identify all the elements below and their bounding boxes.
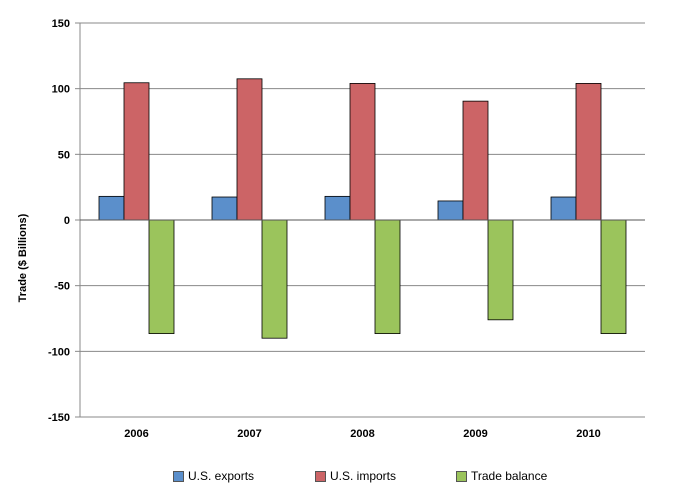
bar-exports-2009 bbox=[437, 200, 464, 221]
y-tick-label: 100 bbox=[52, 84, 70, 96]
x-tick-label: 2009 bbox=[463, 428, 487, 440]
y-tick-label: -150 bbox=[48, 412, 70, 424]
y-tick-label: 50 bbox=[58, 149, 70, 161]
bar-balance-2009 bbox=[487, 219, 514, 321]
x-axis-ticks: 2006 2007 2008 2009 2010 bbox=[124, 428, 600, 440]
bar-exports-2006 bbox=[98, 195, 125, 221]
x-tick-label: 2008 bbox=[350, 428, 374, 440]
legend-item-exports: U.S. exports bbox=[173, 469, 254, 483]
x-tick-label: 2006 bbox=[124, 428, 148, 440]
legend-item-balance: Trade balance bbox=[456, 469, 547, 483]
legend-swatch-exports bbox=[173, 470, 184, 482]
bar-balance-2006 bbox=[148, 219, 175, 335]
legend: U.S. exports U.S. imports Trade balance bbox=[0, 469, 682, 487]
bar-exports-2008 bbox=[324, 195, 351, 221]
legend-item-imports: U.S. imports bbox=[315, 469, 396, 483]
bar-exports-2007 bbox=[211, 196, 238, 221]
legend-swatch-imports bbox=[315, 470, 326, 482]
legend-label-exports: U.S. exports bbox=[188, 469, 255, 483]
bar-imports-2006 bbox=[123, 82, 150, 221]
bar-balance-2007 bbox=[261, 219, 288, 339]
y-axis-ticks: 150 100 50 0 -50 -100 -150 bbox=[48, 18, 80, 424]
y-tick-label: -100 bbox=[48, 346, 70, 358]
legend-label-imports: U.S. imports bbox=[330, 469, 397, 483]
y-tick-label: 150 bbox=[52, 18, 70, 30]
y-tick-label: -50 bbox=[54, 281, 70, 293]
y-tick-label: 0 bbox=[64, 215, 70, 227]
legend-label-balance: Trade balance bbox=[471, 469, 548, 483]
bar-imports-2008 bbox=[349, 83, 376, 221]
x-tick-label: 2010 bbox=[576, 428, 600, 440]
bars bbox=[98, 78, 627, 339]
bar-balance-2008 bbox=[374, 219, 401, 335]
y-axis-label: Trade ($ Billions) bbox=[17, 213, 29, 302]
x-tick-label: 2007 bbox=[237, 428, 261, 440]
legend-swatch-balance bbox=[456, 470, 467, 482]
bar-balance-2010 bbox=[600, 219, 627, 335]
bar-imports-2009 bbox=[462, 100, 489, 221]
bar-exports-2010 bbox=[550, 196, 577, 221]
bar-imports-2010 bbox=[575, 83, 602, 221]
bar-imports-2007 bbox=[236, 78, 263, 221]
